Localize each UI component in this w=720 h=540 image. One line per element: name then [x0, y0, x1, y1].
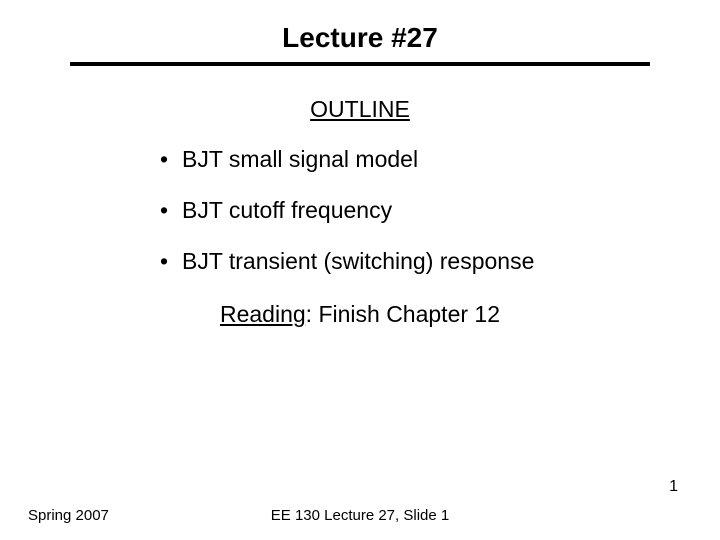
reading-rest: : Finish Chapter 12: [306, 301, 500, 327]
bullet-text: BJT transient (switching) response: [182, 248, 534, 274]
outline-heading: OUTLINE: [40, 96, 680, 123]
title-wrap: Lecture #27: [40, 22, 680, 60]
footer-center: EE 130 Lecture 27, Slide 1: [0, 507, 720, 524]
list-item: BJT transient (switching) response: [160, 247, 680, 276]
slide: Lecture #27 OUTLINE BJT small signal mod…: [0, 0, 720, 540]
list-item: BJT cutoff frequency: [160, 196, 680, 225]
bullet-text: BJT small signal model: [182, 146, 418, 172]
page-number: 1: [669, 478, 678, 496]
reading-label: Reading: [220, 301, 306, 327]
title-underline-rule: [70, 62, 650, 66]
list-item: BJT small signal model: [160, 145, 680, 174]
slide-title: Lecture #27: [282, 22, 438, 54]
bullet-text: BJT cutoff frequency: [182, 197, 392, 223]
outline-bullet-list: BJT small signal model BJT cutoff freque…: [160, 145, 680, 275]
reading-line: Reading: Finish Chapter 12: [40, 301, 680, 328]
